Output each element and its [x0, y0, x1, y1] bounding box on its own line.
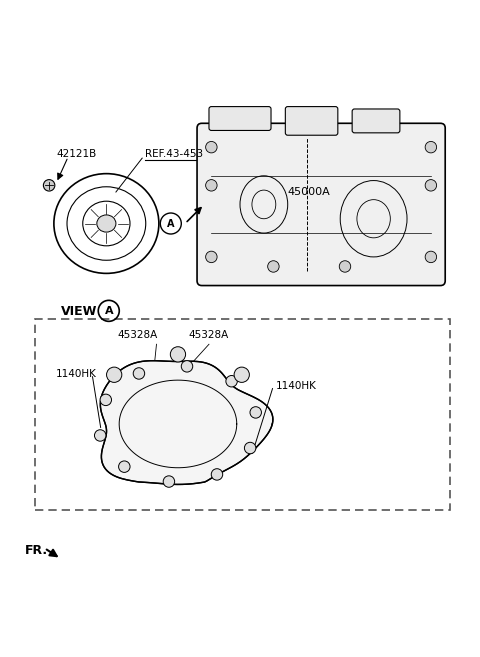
Text: 1140HK: 1140HK [276, 381, 317, 391]
Text: REF.43-453: REF.43-453 [144, 149, 203, 159]
Circle shape [234, 367, 250, 382]
Circle shape [100, 394, 111, 405]
Text: FR.: FR. [25, 544, 48, 557]
FancyBboxPatch shape [352, 109, 400, 133]
Circle shape [425, 141, 437, 153]
Circle shape [170, 347, 186, 362]
Circle shape [181, 361, 193, 372]
Text: 1140HK: 1140HK [56, 369, 97, 379]
Polygon shape [100, 361, 273, 484]
Circle shape [244, 442, 256, 454]
Text: 45000A: 45000A [288, 187, 330, 198]
Circle shape [107, 367, 122, 382]
Circle shape [425, 179, 437, 191]
FancyBboxPatch shape [285, 106, 338, 135]
Circle shape [133, 368, 144, 379]
Circle shape [425, 251, 437, 263]
Text: A: A [105, 306, 113, 316]
Circle shape [339, 261, 351, 272]
Text: 42121B: 42121B [56, 149, 96, 159]
Circle shape [211, 468, 223, 480]
Circle shape [119, 461, 130, 472]
Circle shape [268, 261, 279, 272]
Ellipse shape [97, 215, 116, 232]
Circle shape [250, 407, 262, 418]
Circle shape [205, 141, 217, 153]
Circle shape [163, 476, 175, 487]
Text: A: A [167, 219, 175, 229]
Circle shape [160, 213, 181, 234]
Circle shape [226, 376, 237, 387]
FancyBboxPatch shape [209, 106, 271, 131]
FancyBboxPatch shape [197, 124, 445, 286]
Circle shape [43, 179, 55, 191]
Text: 45328A: 45328A [117, 330, 157, 340]
Circle shape [95, 430, 106, 442]
Text: 45328A: 45328A [189, 330, 229, 340]
Circle shape [205, 251, 217, 263]
Circle shape [205, 179, 217, 191]
Text: VIEW: VIEW [61, 306, 97, 318]
